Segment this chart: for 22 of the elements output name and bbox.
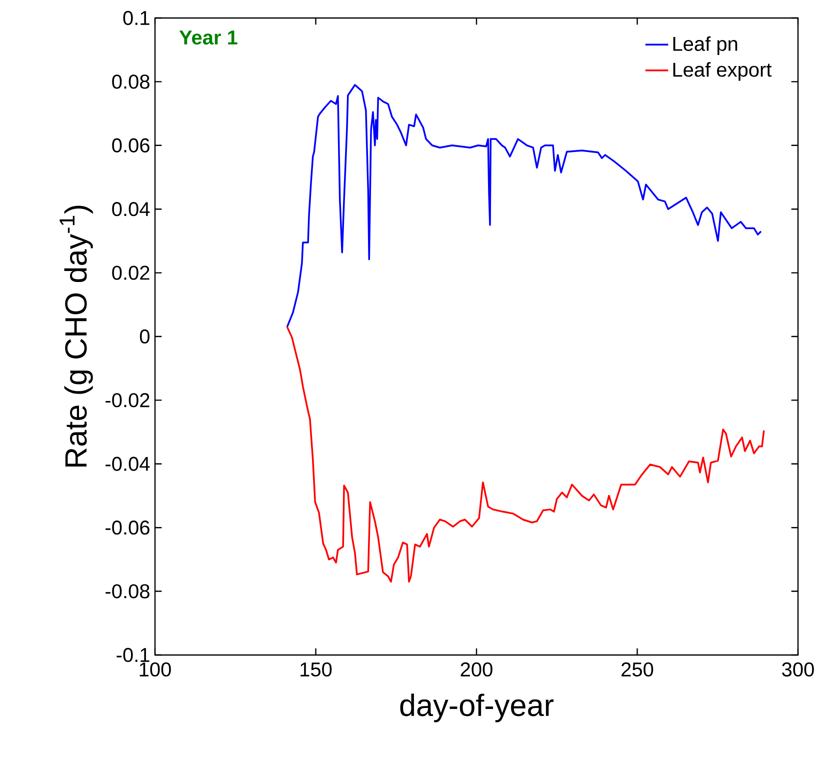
y-tick-label: -0.08	[106, 584, 150, 598]
x-tick-label: 200	[460, 662, 492, 677]
line-series	[286, 326, 765, 583]
y-tick-label: 0.04	[112, 202, 150, 216]
chart-title: Year 1	[179, 30, 238, 45]
y-axis-title: Rate (g CHO day$^{-1}$)	[60, 206, 93, 467]
y-tick-label: -0.06	[106, 520, 150, 535]
x-axis-title: day-of-year	[400, 694, 554, 722]
y-tick-label: -0.04	[106, 456, 150, 471]
x-tick-label: 250	[622, 662, 654, 677]
y-tick-label: -0.1	[116, 648, 150, 662]
y-tick-label: 0.06	[112, 138, 150, 152]
y-tick-label: 0.08	[112, 74, 150, 89]
y-tick-label: -0.02	[106, 393, 150, 408]
y-tick-label: 0.02	[112, 266, 150, 280]
y-tick-label: 0.1	[123, 10, 150, 26]
y-tick-label: 0	[140, 329, 150, 344]
x-tick-label: 100	[140, 662, 171, 677]
x-tick-label: 150	[300, 662, 332, 677]
x-tick-label: 300	[782, 662, 814, 677]
legend-label: Leaf pn	[673, 36, 738, 55]
legend-label: Leaf export	[673, 62, 772, 81]
